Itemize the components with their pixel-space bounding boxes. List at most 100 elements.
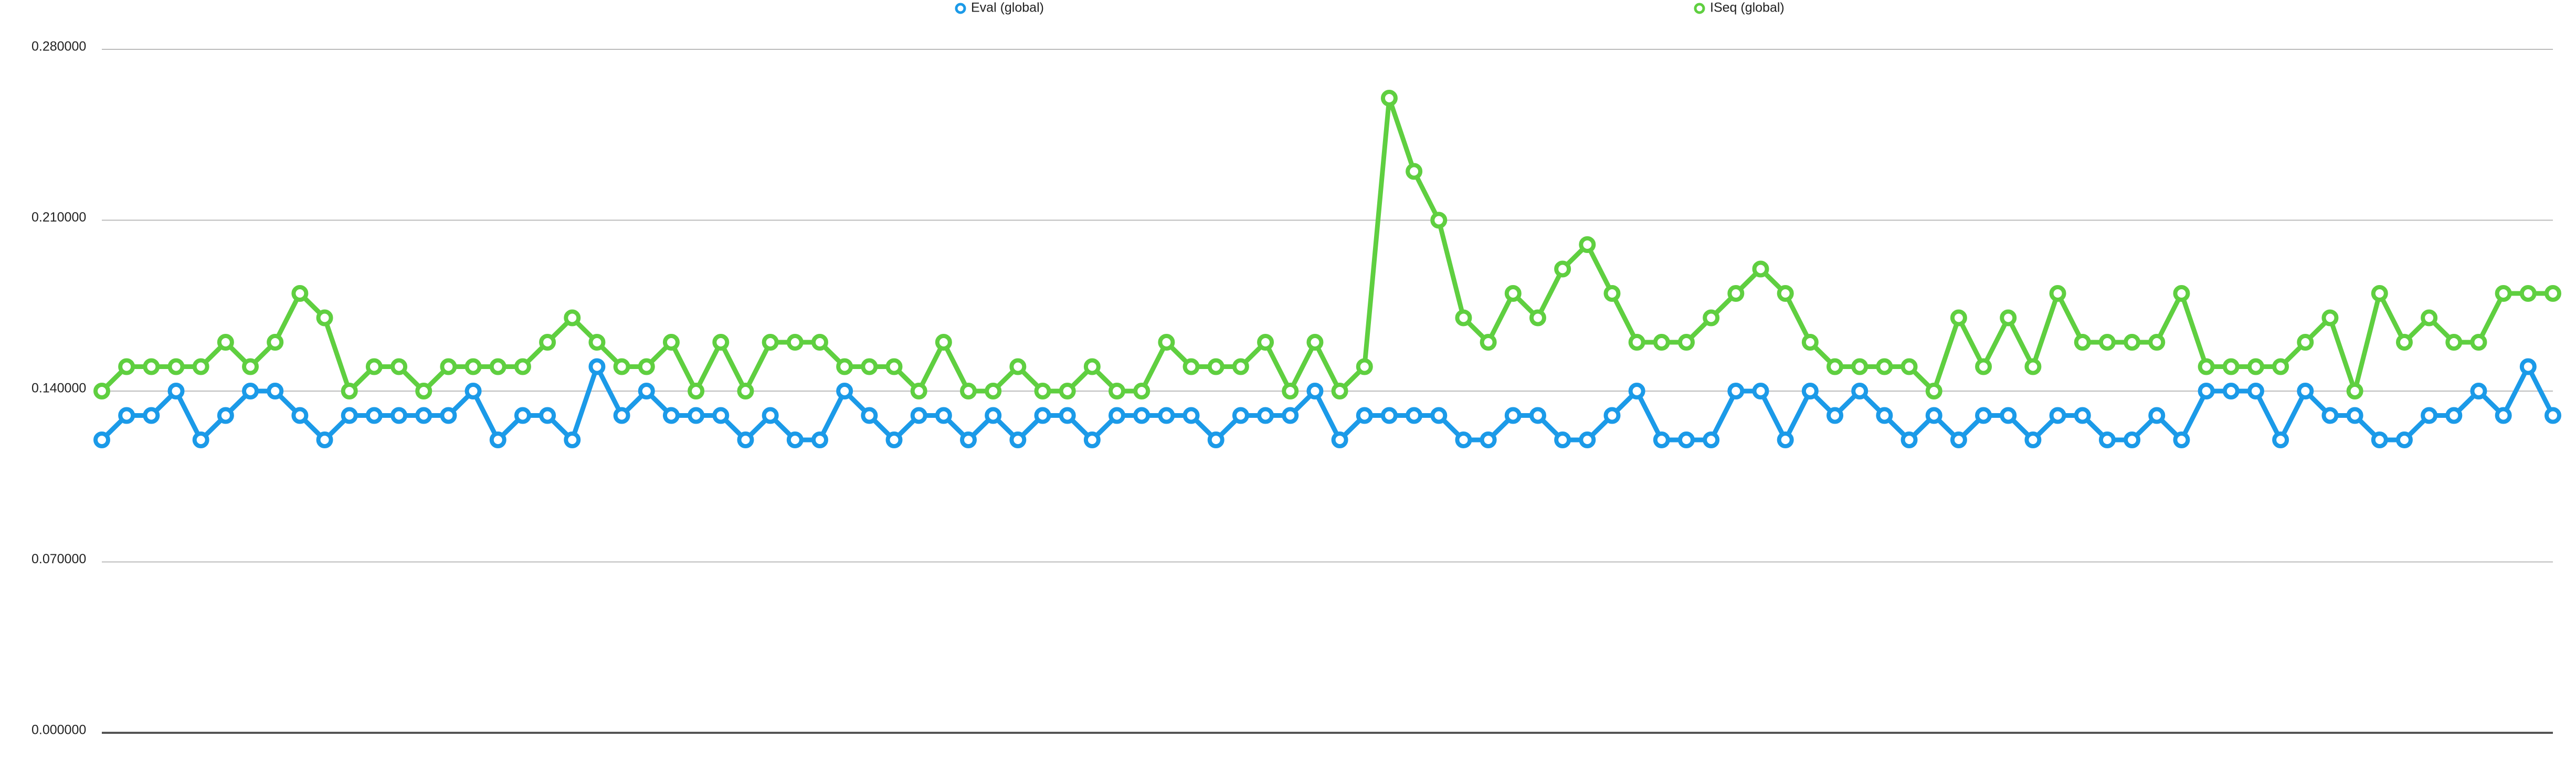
data-point: [1207, 358, 1224, 375]
data-point: [1925, 383, 1942, 399]
data-point: [1331, 383, 1348, 399]
data-point: [2321, 407, 2339, 424]
data-point: [2395, 334, 2413, 351]
data-point: [737, 431, 754, 448]
data-point: [390, 407, 408, 424]
data-point: [341, 383, 358, 399]
data-point: [1009, 358, 1027, 375]
data-point: [1554, 431, 1571, 448]
data-point: [1529, 309, 1546, 327]
data-point: [662, 334, 680, 351]
data-point: [1975, 407, 1992, 424]
data-point: [2421, 309, 2438, 327]
data-point: [2495, 285, 2512, 302]
data-point: [2495, 407, 2512, 424]
data-point: [1380, 407, 1398, 424]
data-point: [217, 334, 234, 351]
data-point: [1380, 90, 1398, 107]
data-point: [910, 383, 927, 399]
data-point: [1009, 431, 1027, 448]
data-point: [242, 358, 259, 375]
data-point: [2445, 407, 2463, 424]
data-point: [2173, 285, 2190, 302]
data-point: [2173, 431, 2190, 448]
data-point: [1207, 431, 1224, 448]
y-tick-label: 0.000000: [31, 723, 86, 738]
data-point: [1034, 407, 1051, 424]
legend-marker: [955, 3, 966, 14]
data-point: [2222, 383, 2240, 399]
data-point: [2470, 334, 2487, 351]
data-point: [118, 358, 135, 375]
data-point: [762, 334, 779, 351]
data-point: [712, 334, 730, 351]
data-point: [1579, 431, 1596, 448]
data-point: [1603, 285, 1621, 302]
data-point: [811, 334, 828, 351]
data-point: [786, 431, 804, 448]
data-point: [1603, 407, 1621, 424]
data-point: [2395, 431, 2413, 448]
data-point: [662, 407, 680, 424]
data-point: [365, 407, 383, 424]
data-point: [1752, 260, 1769, 278]
legend-label: Eval (global): [971, 1, 1044, 15]
data-point: [1183, 358, 1200, 375]
data-point: [1950, 309, 1967, 327]
data-point: [688, 407, 705, 424]
data-point: [836, 358, 853, 375]
data-point: [1183, 407, 1200, 424]
data-point: [1430, 212, 1448, 229]
data-point: [341, 407, 358, 424]
data-point: [1356, 358, 1373, 375]
data-point: [1257, 407, 1274, 424]
data-point: [539, 334, 556, 351]
data-point: [2545, 285, 2561, 302]
data-point: [1034, 383, 1051, 399]
data-point: [242, 383, 259, 399]
data-point: [415, 383, 432, 399]
data-point: [2000, 309, 2017, 327]
data-point: [2049, 285, 2066, 302]
data-point: [1677, 431, 1695, 448]
data-point: [1677, 334, 1695, 351]
data-point: [514, 407, 531, 424]
data-point: [2346, 383, 2363, 399]
data-point: [935, 334, 952, 351]
data-point: [1108, 383, 1126, 399]
data-point: [2074, 407, 2091, 424]
data-point: [1158, 407, 1175, 424]
data-point: [1282, 407, 1299, 424]
data-point: [1925, 407, 1942, 424]
data-point: [192, 431, 209, 448]
data-point: [1950, 431, 1967, 448]
data-point: [2074, 334, 2091, 351]
data-point: [514, 358, 531, 375]
data-point: [1851, 383, 1868, 399]
data-point: [316, 431, 333, 448]
data-point: [935, 407, 952, 424]
data-point: [737, 383, 754, 399]
data-point: [985, 407, 1002, 424]
data-point: [464, 383, 482, 399]
data-point: [786, 334, 804, 351]
data-point: [1801, 383, 1819, 399]
data-point: [564, 309, 581, 327]
data-point: [1529, 407, 1546, 424]
data-point: [291, 407, 309, 424]
data-point: [267, 383, 284, 399]
data-point: [613, 407, 630, 424]
data-point: [2321, 309, 2339, 327]
data-point: [1083, 431, 1101, 448]
data-point: [1579, 236, 1596, 253]
data-point: [1504, 407, 1522, 424]
data-point: [762, 407, 779, 424]
data-point: [2024, 358, 2042, 375]
data-point: [861, 358, 878, 375]
data-point: [2124, 334, 2141, 351]
data-point: [2198, 358, 2215, 375]
data-point: [2371, 285, 2388, 302]
data-point: [2198, 383, 2215, 399]
y-tick-label: 0.280000: [31, 39, 86, 54]
